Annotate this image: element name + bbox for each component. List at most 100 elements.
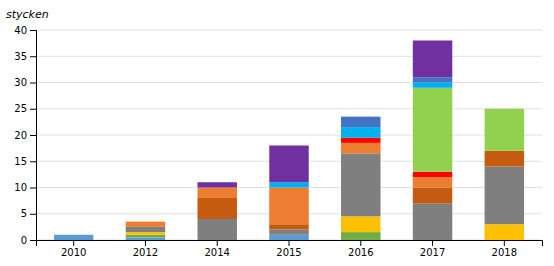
bar-segment	[126, 227, 165, 232]
y-tick-label: 5	[21, 208, 27, 219]
series	[341, 77, 452, 127]
bar-segment	[413, 77, 452, 82]
bar-segment	[341, 116, 380, 117]
y-tick: 20	[14, 130, 36, 141]
bar-segment	[269, 230, 308, 235]
y-tick-mark	[30, 109, 36, 110]
bar-segment	[197, 188, 236, 199]
series	[197, 41, 452, 188]
y-axis: 0 5 10 15 20 25 30 35 40	[14, 25, 36, 246]
bar-segment	[341, 143, 380, 154]
grid-line	[36, 108, 542, 109]
bar-segment	[341, 117, 380, 128]
bar-segment	[485, 108, 524, 109]
y-tick: 10	[14, 182, 36, 193]
bar-segment	[341, 127, 380, 138]
x-tick: 2010	[61, 240, 86, 258]
bar-segment	[197, 198, 236, 219]
bar-segment	[197, 182, 236, 187]
x-tick: 2017	[420, 240, 445, 258]
y-tick-label: 15	[14, 156, 27, 167]
x-tick-label: 2010	[61, 247, 86, 258]
bar-segment	[269, 224, 308, 229]
x-tick-label: 2014	[205, 247, 230, 258]
bar-segment	[54, 234, 93, 235]
bar-segment	[126, 221, 165, 222]
series	[126, 216, 524, 240]
x-tick-mark	[145, 240, 146, 246]
grid-line	[36, 56, 542, 57]
y-tick-label: 30	[14, 77, 27, 88]
series	[126, 143, 453, 227]
plot: 0 5 10 15 20 25 30 35 40 2010 2012 2014 2015 2016 2017…	[14, 25, 542, 258]
series	[413, 88, 524, 172]
bar-segment	[413, 172, 452, 177]
x-tick-mark	[360, 240, 361, 246]
y-tick: 40	[14, 25, 36, 36]
y-tick-mark	[30, 240, 36, 241]
y-tick-label: 20	[14, 130, 27, 141]
y-tick: 30	[14, 77, 36, 88]
y-tick-mark	[30, 188, 36, 189]
bar-segment	[485, 151, 524, 167]
y-tick-mark	[30, 214, 36, 215]
y-tick-label: 35	[14, 51, 27, 62]
x-tick-label: 2018	[492, 247, 517, 258]
bar-segment	[126, 235, 165, 238]
bars	[54, 41, 524, 241]
bar-segment	[54, 234, 93, 235]
bar-segment	[341, 138, 380, 143]
bar-segment	[54, 234, 93, 235]
x-axis: 2010 2012 2014 2015 2016 2017 2018	[37, 240, 543, 258]
bar-segment	[126, 237, 165, 240]
x-tick-label: 2012	[133, 247, 158, 258]
bar-segment	[485, 108, 524, 109]
x-tick-label: 2016	[348, 247, 373, 258]
series	[197, 151, 524, 230]
bar-segment	[126, 222, 165, 227]
y-tick-mark	[30, 30, 36, 31]
bar-segment	[126, 232, 165, 235]
y-tick-mark	[30, 83, 36, 84]
bar-segment	[126, 221, 165, 222]
bar-segment	[413, 188, 452, 204]
y-tick-label: 25	[14, 103, 27, 114]
x-tick: 2016	[348, 240, 373, 258]
x-tick: 2012	[133, 240, 158, 258]
y-tick-label: 10	[14, 182, 27, 193]
grid-line	[36, 82, 542, 83]
x-tick-label: 2017	[420, 247, 445, 258]
x-tick: 2018	[492, 240, 517, 258]
y-axis-title: stycken	[6, 8, 49, 21]
bar-segment	[485, 108, 524, 109]
y-tick: 0	[21, 235, 36, 246]
chart: 0 5 10 15 20 25 30 35 40 2010 2012 2014 2015 2016 2017…	[0, 0, 554, 266]
bar-segment	[54, 234, 93, 235]
grid-line	[36, 135, 542, 136]
bar-segment	[269, 235, 308, 240]
bar-segment	[413, 83, 452, 88]
y-tick: 15	[14, 156, 36, 167]
bar-segment	[197, 219, 236, 240]
x-tick-mark	[504, 240, 505, 246]
x-tick: 2015	[276, 240, 301, 258]
bar-segment	[269, 188, 308, 225]
bar-segment	[413, 41, 452, 78]
y-tick-mark	[30, 161, 36, 162]
bar-segment	[54, 235, 93, 240]
bar-segment	[54, 234, 93, 235]
x-tick-mark	[73, 240, 74, 246]
bar-segment	[341, 153, 380, 216]
bar-segment	[485, 109, 524, 151]
bar-segment	[269, 182, 308, 187]
series	[269, 83, 452, 188]
x-tick-label: 2015	[276, 247, 301, 258]
y-axis-line	[30, 31, 37, 241]
bar-segment	[341, 232, 380, 240]
series	[126, 232, 381, 240]
series	[126, 153, 524, 240]
bar-segment	[54, 234, 93, 235]
y-tick: 35	[14, 51, 36, 62]
bar-segment	[413, 203, 452, 240]
y-tick: 5	[21, 208, 36, 219]
